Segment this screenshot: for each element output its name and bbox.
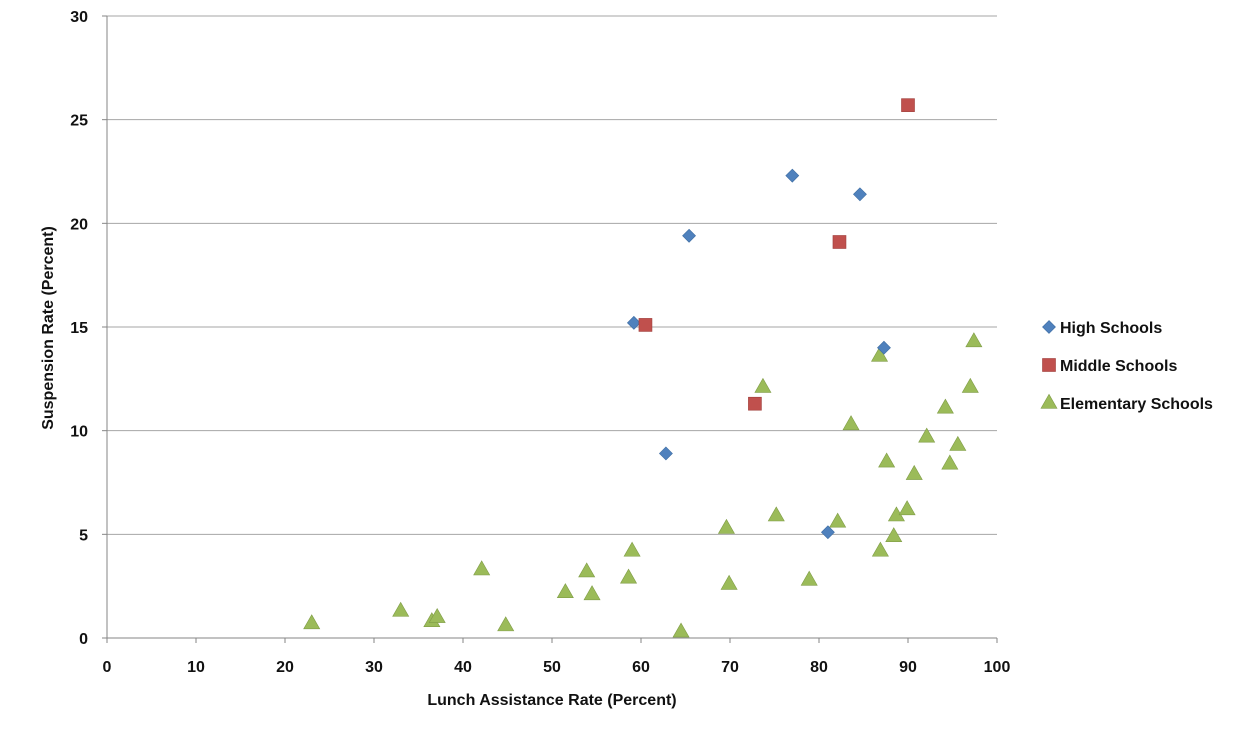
x-tick-label: 30 (365, 659, 383, 676)
y-tick-label: 30 (70, 9, 88, 26)
point-elementary-schools (898, 500, 916, 516)
x-tick-label: 80 (810, 659, 828, 676)
x-tick-label: 100 (984, 659, 1011, 676)
point-elementary-schools (497, 616, 515, 632)
point-elementary-schools (556, 583, 574, 599)
point-elementary-schools (949, 435, 967, 451)
x-axis-title: Lunch Assistance Rate (Percent) (427, 692, 676, 709)
x-tick-label: 90 (899, 659, 917, 676)
y-axis-title: Suspension Rate (Percent) (40, 226, 57, 430)
point-elementary-schools (885, 527, 903, 543)
legend-marker-high-schools (1042, 320, 1056, 334)
point-high-schools (626, 315, 641, 330)
point-elementary-schools (871, 346, 889, 362)
gridlines (107, 15, 997, 535)
point-elementary-schools (428, 607, 446, 623)
y-tick-label: 15 (70, 320, 88, 337)
x-tick-label: 40 (454, 659, 472, 676)
point-elementary-schools (871, 541, 889, 557)
legend: High Schools Middle Schools Elementary Sch… (1040, 320, 1213, 413)
point-elementary-schools (473, 560, 491, 576)
tick-labels: 0 5 10 15 20 25 30 0 10 20 30 40 50 60 70 80 90 100 (70, 9, 1010, 676)
point-middle-schools (638, 318, 653, 332)
legend-label-high-schools: High Schools (1060, 320, 1162, 337)
point-elementary-schools (829, 512, 847, 528)
point-high-schools (658, 446, 673, 461)
x-tick-label: 70 (721, 659, 739, 676)
point-elementary-schools (767, 506, 785, 522)
y-tick-label: 5 (79, 527, 88, 544)
point-elementary-schools (941, 454, 959, 470)
y-tick-label: 10 (70, 424, 88, 441)
data-points (303, 98, 983, 638)
point-elementary-schools (672, 622, 690, 638)
y-tick-label: 25 (70, 113, 88, 130)
point-elementary-schools (623, 541, 641, 557)
x-tick-label: 0 (103, 659, 112, 676)
point-high-schools (682, 228, 696, 243)
point-high-schools (820, 525, 835, 540)
point-middle-schools (901, 98, 915, 112)
x-tick-label: 50 (543, 659, 561, 676)
axes (102, 15, 998, 643)
point-middle-schools (832, 235, 847, 249)
legend-label-middle-schools: Middle Schools (1060, 358, 1177, 375)
y-tick-label: 0 (79, 631, 88, 648)
point-high-schools (877, 340, 891, 355)
point-middle-schools (748, 396, 762, 411)
point-high-schools (853, 187, 867, 202)
point-elementary-schools (842, 415, 860, 431)
point-elementary-schools (936, 398, 954, 414)
x-tick-label: 60 (632, 659, 650, 676)
y-tick-label: 20 (70, 216, 88, 233)
point-elementary-schools (918, 427, 936, 443)
point-elementary-schools (961, 377, 979, 393)
point-elementary-schools (303, 614, 321, 630)
point-high-schools (785, 168, 800, 183)
point-elementary-schools (717, 518, 735, 534)
point-elementary-schools (720, 574, 738, 590)
point-elementary-schools (578, 562, 596, 578)
legend-marker-elementary-schools (1040, 393, 1058, 409)
point-elementary-schools (392, 601, 410, 617)
point-elementary-schools (754, 377, 772, 393)
point-elementary-schools (583, 585, 601, 601)
x-tick-label: 20 (276, 659, 294, 676)
x-tick-label: 10 (187, 659, 205, 676)
point-elementary-schools (800, 570, 818, 586)
legend-marker-middle-schools (1042, 358, 1056, 372)
point-elementary-schools (965, 332, 983, 348)
point-elementary-schools (905, 464, 923, 480)
point-elementary-schools (878, 452, 896, 468)
point-elementary-schools (620, 568, 638, 584)
legend-label-elementary-schools: Elementary Schools (1060, 396, 1213, 413)
